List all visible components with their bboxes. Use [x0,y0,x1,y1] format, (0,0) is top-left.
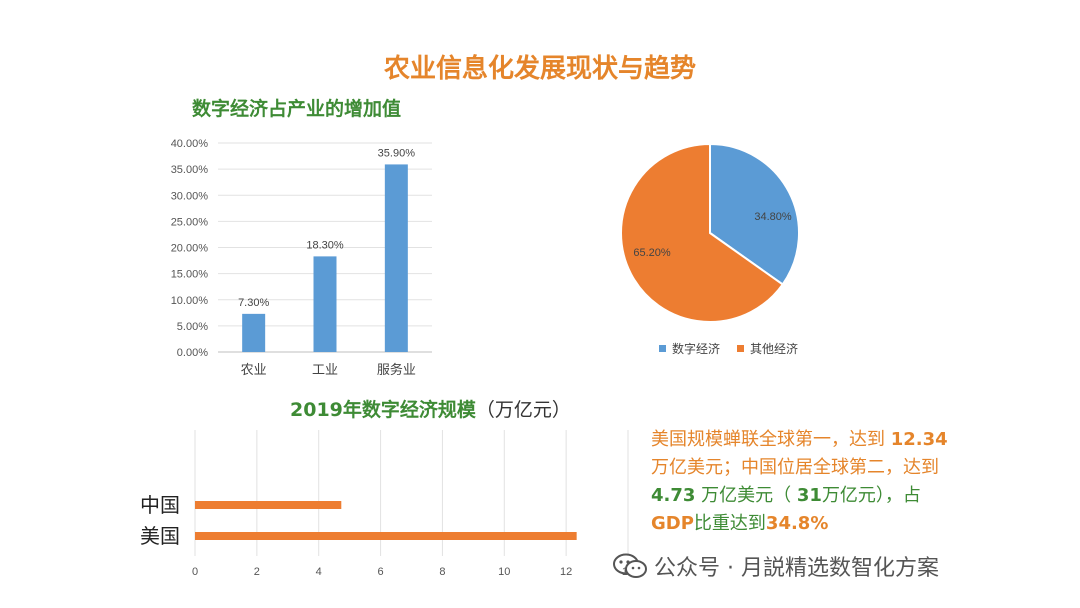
data-label: 35.90% [378,147,416,159]
hbar-title-text: 年数字经济规模 [342,399,476,421]
bar [313,256,337,352]
bar [242,313,266,352]
x-tick-label: 0 [192,566,198,578]
note-text: 万亿美元；中国位居全球第二，达到 [651,457,939,478]
y-tick-label: 35.00% [171,164,209,176]
note-us-value: 12.34 [890,429,948,450]
watermark-text: 公众号 · 月説精选数智化方案 [654,556,939,581]
x-tick-label: 12 [560,566,572,578]
x-tick-label: 4 [316,566,322,578]
pie-chart: 34.80% 65.20% 数字经济 其他经济 [620,142,800,356]
summary-note: 美国规模蝉联全球第一，达到 12.34 万亿美元；中国位居全球第二，达到 4.7… [651,426,981,538]
bar [384,164,408,352]
bar-chart: 0.00% 5.00% 10.00% 15.00% 20.00% 25.00% 30.00%… [171,138,432,378]
note-cn-value: 4.73 [651,485,696,506]
pie-slice [620,142,785,323]
y-tick-label: 15.00% [171,269,209,281]
note-text: 美国规模蝉联全球第一，达到 [651,429,891,450]
note-cn-rmb: 31 [796,485,822,506]
y-tick-label: 25.00% [171,216,209,228]
data-label: 18.30% [306,239,344,251]
y-category-label: 中国 [140,493,180,517]
legend-swatch [737,345,744,352]
hbar-chart: 02468101214中国美国 [140,430,634,578]
pie-data-label: 65.20% [633,247,671,259]
wechat-icon [613,553,647,578]
x-category-label: 农业 [241,363,267,378]
watermark: 公众号 · 月説精选数智化方案 [612,550,939,582]
note-text: 万亿美元（ [695,485,797,506]
x-category-label: 服务业 [377,362,416,378]
page-title: 农业信息化发展现状与趋势 [383,54,696,84]
note-ratio: 34.8% [765,513,829,534]
note-text: 万亿元），占 [821,485,921,506]
legend-label: 其他经济 [750,341,798,356]
hbar [195,532,577,540]
pie-data-label: 34.80% [754,211,792,223]
legend-label: 数字经济 [672,341,720,356]
legend-swatch [659,345,666,352]
y-tick-label: 40.00% [171,138,209,150]
data-label: 7.30% [238,297,269,309]
x-tick-label: 2 [254,566,260,578]
x-tick-label: 10 [498,566,510,578]
y-tick-label: 5.00% [177,321,208,333]
pie-slice [709,142,800,286]
x-tick-label: 6 [378,566,384,578]
x-category-label: 工业 [312,363,338,378]
note-text: 比重达到 [693,513,766,534]
hbar-title-unit: （万亿元） [475,399,571,421]
y-tick-label: 10.00% [171,295,209,307]
y-category-label: 美国 [140,524,180,548]
hbar-chart-title: 2019年数字经济规模（万亿元） [290,395,571,422]
hbar [195,501,342,509]
hbar-title-year: 2019 [290,399,343,421]
note-gdp: GDP [651,513,694,534]
x-tick-label: 8 [439,566,445,578]
bar-chart-title: 数字经济占产业的增加值 [192,98,402,120]
y-tick-label: 30.00% [171,190,209,202]
y-tick-label: 20.00% [171,243,209,255]
y-tick-label: 0.00% [177,347,208,359]
